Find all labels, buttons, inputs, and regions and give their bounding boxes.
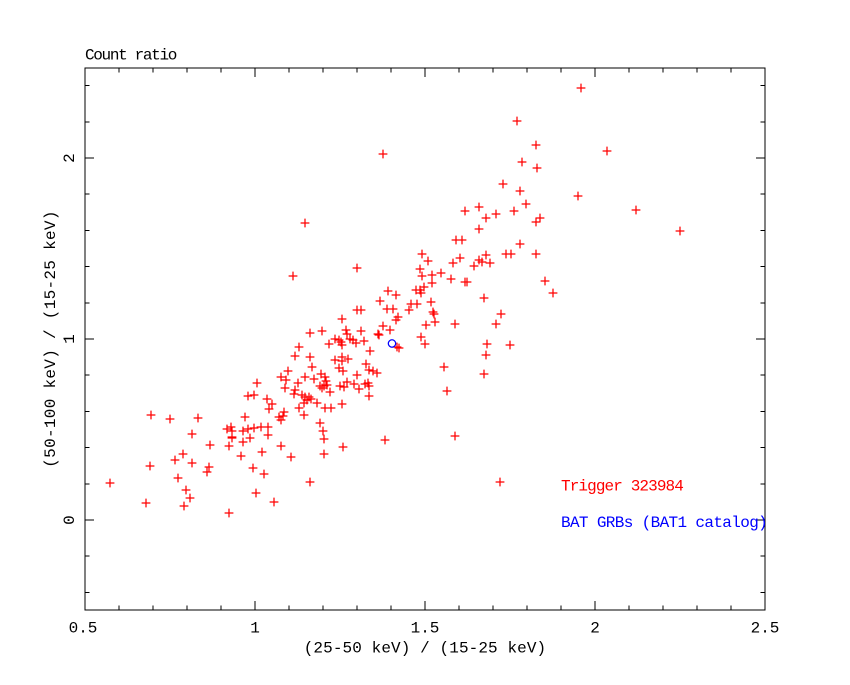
svg-text:1: 1 — [61, 334, 79, 344]
svg-text:1: 1 — [250, 620, 260, 638]
svg-text:BAT GRBs (BAT1 catalog): BAT GRBs (BAT1 catalog) — [561, 514, 767, 532]
svg-text:1.5: 1.5 — [411, 620, 440, 638]
svg-text:(50-100 keV) / (15-25 keV): (50-100 keV) / (15-25 keV) — [42, 210, 60, 467]
svg-text:Count ratio: Count ratio — [85, 47, 177, 65]
svg-text:0.5: 0.5 — [69, 620, 98, 638]
svg-text:Trigger 323984: Trigger 323984 — [561, 478, 683, 496]
svg-text:2.5: 2.5 — [751, 620, 780, 638]
svg-text:2: 2 — [590, 620, 600, 638]
svg-text:0: 0 — [61, 515, 79, 525]
svg-text:(25-50 keV) / (15-25 keV): (25-50 keV) / (15-25 keV) — [304, 640, 547, 658]
svg-text:2: 2 — [61, 153, 79, 163]
